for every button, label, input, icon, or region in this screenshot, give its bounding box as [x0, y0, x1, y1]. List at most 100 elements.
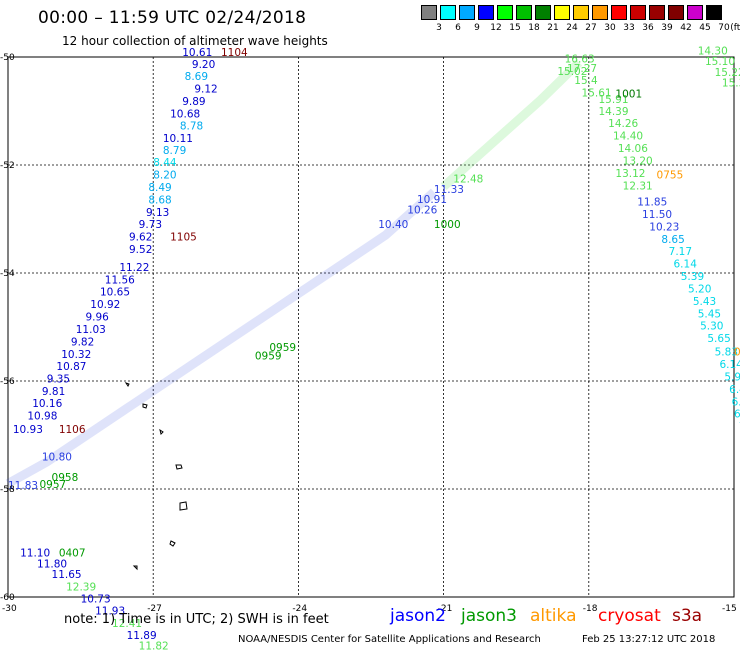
legend-unit: (ft) — [730, 23, 740, 33]
lon-tick-label: -27 — [147, 604, 162, 614]
legend-label: 21 — [547, 23, 559, 33]
wave-height-label: 14.26 — [608, 118, 638, 130]
wave-height-label: 14.40 — [613, 131, 643, 143]
page-title: 00:00 – 11:59 UTC 02/24/2018 — [38, 8, 307, 28]
wave-height-label: 0959 — [269, 342, 296, 354]
plot-border — [7, 56, 735, 598]
wave-height-label: 9.73 — [139, 219, 162, 231]
wave-height-label: 14.30 — [698, 45, 728, 57]
wave-height-label: 8.49 — [148, 182, 171, 194]
legend-swatch — [573, 5, 589, 20]
wave-height-label: 6.49 — [729, 384, 740, 396]
satellite-jason2: jason2 — [390, 606, 446, 626]
wave-height-label: 12.41 — [112, 618, 142, 630]
wave-height-label: 5.20 — [688, 283, 711, 295]
wave-height-label: 10.98 — [27, 410, 57, 422]
lon-tick-label: -21 — [438, 604, 453, 614]
legend-label: 3 — [436, 23, 442, 33]
legend-label: 70 — [718, 23, 730, 33]
wave-height-label: 10.80 — [42, 451, 72, 463]
legend-label: 45 — [699, 23, 711, 33]
wave-height-label: 0959 — [255, 350, 282, 362]
wave-height-label: 5.43 — [693, 296, 716, 308]
wave-height-label: 14.06 — [618, 143, 648, 155]
island-shape — [132, 565, 138, 571]
wave-height-label: 1105 — [170, 232, 197, 244]
wave-height-label: 10.65 — [100, 287, 130, 299]
wave-height-label: 15.10 — [705, 56, 735, 68]
wave-height-label: 8.68 — [148, 194, 171, 206]
legend-label: 12 — [490, 23, 502, 33]
wave-height-label: 9.62 — [129, 232, 152, 244]
lon-tick-label: -18 — [583, 604, 598, 614]
wave-height-label: 17.27 — [567, 63, 597, 75]
wave-height-label: 11.56 — [105, 274, 135, 286]
wave-height-label: 11.85 — [637, 197, 667, 209]
lon-tick-label: -15 — [722, 604, 737, 614]
wave-height-label: 13.20 — [623, 155, 653, 167]
legend-swatch — [535, 5, 551, 20]
legend-swatch — [478, 5, 494, 20]
wave-height-label: 1106 — [59, 424, 86, 436]
wave-height-label: 9.89 — [182, 96, 205, 108]
wave-height-label: 9.52 — [129, 244, 152, 256]
wave-height-label: 5.39 — [681, 271, 704, 283]
jason3-track — [440, 59, 583, 190]
wave-height-label: 8.78 — [180, 120, 203, 132]
wave-height-label: 11.22 — [119, 262, 149, 274]
legend-swatch — [630, 5, 646, 20]
legend-swatch — [497, 5, 513, 20]
island-shape — [142, 403, 148, 409]
wave-height-label: 10.93 — [13, 424, 43, 436]
wave-height-label: 9.81 — [42, 386, 65, 398]
wave-height-label: 9.96 — [85, 312, 109, 324]
graticule — [7, 56, 735, 598]
lat-tick-label: -52 — [0, 161, 15, 171]
wave-height-label: 10.32 — [61, 349, 91, 361]
wave-height-label: 9.82 — [71, 336, 94, 348]
legend-label: 39 — [661, 23, 673, 33]
wave-height-label: 10.68 — [170, 108, 200, 120]
wave-height-label: 14.39 — [598, 106, 628, 118]
wave-height-label: 11.83 — [8, 480, 38, 492]
wave-height-label: 12.48 — [453, 173, 483, 185]
wave-height-label: 8.69 — [185, 71, 208, 83]
wave-height-label: 5.83 — [715, 347, 738, 359]
wave-height-label: 9.20 — [192, 59, 215, 71]
legend-swatch — [459, 5, 475, 20]
wave-height-label: 0958 — [52, 472, 79, 484]
wave-height-label: 10.16 — [32, 398, 62, 410]
satellite-altika: altika — [530, 606, 577, 626]
axis-labels: -50 -52 -54 -56 -58 -60-30 -27 -24 -21 -18 -15 — [0, 53, 737, 614]
lat-tick-label: -50 — [0, 53, 15, 63]
wave-height-label: 10.91 — [417, 194, 447, 206]
wave-height-label: 11.89 — [127, 630, 157, 642]
wave-height-label: 6.14 — [674, 259, 698, 271]
legend-swatch — [440, 5, 456, 20]
wave-height-label: 15.4 — [574, 75, 598, 87]
wave-height-label: 9.35 — [47, 374, 70, 386]
wave-height-label: 12.31 — [623, 180, 653, 192]
wave-height-label: 16.63 — [565, 53, 595, 65]
lat-tick-label: -56 — [0, 377, 15, 387]
legend-label: 33 — [623, 23, 635, 33]
wave-height-labels: 10.61 11049.208.699.129.8910.688.7810.118… — [8, 45, 740, 650]
wave-height-label: 10.11 — [163, 133, 193, 145]
wave-height-label: 11.65 — [52, 569, 82, 581]
lon-tick-label: -30 — [2, 604, 17, 614]
wave-height-label: 9.13 — [146, 207, 169, 219]
legend-label: 36 — [642, 23, 654, 33]
wave-height-label: 5.92 — [724, 371, 740, 383]
legend-label: 18 — [528, 23, 540, 33]
wave-height-label: 8.20 — [153, 170, 176, 182]
wave-height-label: 10.26 — [407, 205, 437, 217]
legend-label: 15 — [509, 23, 521, 33]
wave-height-label: 11.10 — [20, 548, 50, 560]
wave-height-label: 15.02 — [557, 66, 587, 78]
wave-height-label: 10.61 — [182, 47, 212, 59]
generated-timestamp: Feb 25 13:27:12 UTC 2018 — [582, 634, 716, 645]
wave-height-label: 11.03 — [76, 324, 106, 336]
legend-swatch — [611, 5, 627, 20]
wave-height-label: 1001 — [615, 89, 642, 101]
